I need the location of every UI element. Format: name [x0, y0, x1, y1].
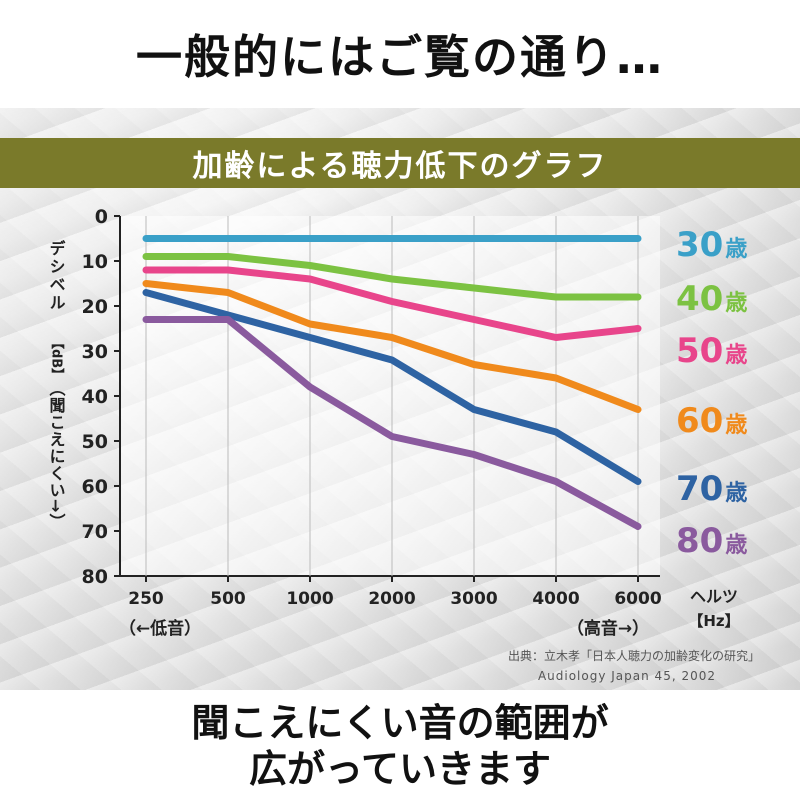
series-legend-number: 60: [676, 401, 723, 441]
x-tick-label: 250: [128, 589, 164, 609]
top-caption: 一般的にはご覧の通り…: [136, 30, 664, 84]
series-legend-unit: 歳: [725, 291, 747, 316]
series-legend-30: 30歳: [676, 225, 747, 265]
y-axis-unit: 【dB】: [49, 336, 65, 381]
y-tick-label: 70: [82, 521, 108, 543]
y-tick-label: 30: [82, 341, 108, 363]
series-line-80: [142, 316, 642, 530]
series-line-50: [142, 266, 642, 341]
y-axis-title: デシベル 【dB】 （聞こえにくい→）: [47, 239, 66, 530]
x-tick-label: 1000: [286, 589, 333, 609]
series-legend-number: 40: [676, 279, 723, 319]
series-legend-80: 80歳: [676, 521, 747, 561]
series-legend-number: 50: [676, 331, 723, 371]
y-tick-label: 60: [82, 476, 108, 498]
series-line-60: [142, 280, 642, 413]
x-tick-label: 2000: [368, 589, 415, 609]
source-line-2: Audiology Japan 45, 2002: [538, 669, 716, 683]
x-axis-label: ヘルツ: [690, 587, 738, 606]
y-axis-note: （聞こえにくい→）: [47, 380, 66, 530]
x-tick-label: 6000: [614, 589, 661, 609]
series-legend-60: 60歳: [676, 401, 747, 441]
series-legend-number: 30: [676, 225, 723, 265]
x-tick-label: 3000: [450, 589, 497, 609]
series-legend-unit: 歳: [725, 237, 747, 262]
chart-title-banner: 加齢による聴力低下のグラフ: [0, 138, 800, 188]
bottom-caption-line-1: 聞こえにくい音の範囲が: [191, 701, 609, 745]
y-tick-label: 50: [82, 431, 108, 453]
x-tick-label: 500: [210, 589, 246, 609]
series-legend-70: 70歳: [676, 469, 747, 509]
y-tick-label: 10: [82, 251, 108, 273]
bottom-caption-line-2: 広がっていきます: [248, 747, 552, 791]
x-tick-label: 4000: [532, 589, 579, 609]
bottom-caption: 聞こえにくい音の範囲が 広がっていきます: [0, 692, 800, 800]
series-line-40: [142, 253, 642, 301]
y-axis-label: デシベル: [47, 239, 66, 312]
series-legend-unit: 歳: [725, 413, 747, 438]
y-tick-label: 80: [82, 566, 108, 588]
series-legend-unit: 歳: [725, 343, 747, 368]
x-axis-unit: 【Hz】: [688, 612, 739, 630]
series-legend-50: 50歳: [676, 331, 747, 371]
series-legend-unit: 歳: [725, 481, 747, 506]
y-tick-label: 40: [82, 386, 108, 408]
source-line-1: 出典：立木孝「日本人聴力の加齢変化の研究」: [508, 648, 760, 663]
x-low-label: （←低音）: [119, 618, 201, 639]
y-tick-label: 0: [95, 206, 108, 228]
series-legend-number: 70: [676, 469, 723, 509]
y-tick-label: 20: [82, 296, 108, 318]
series-legend-number: 80: [676, 521, 723, 561]
series-line-70: [142, 289, 642, 485]
series-legend-40: 40歳: [676, 279, 747, 319]
series-legend-unit: 歳: [725, 533, 747, 558]
x-high-label: （高音→）: [567, 618, 649, 639]
